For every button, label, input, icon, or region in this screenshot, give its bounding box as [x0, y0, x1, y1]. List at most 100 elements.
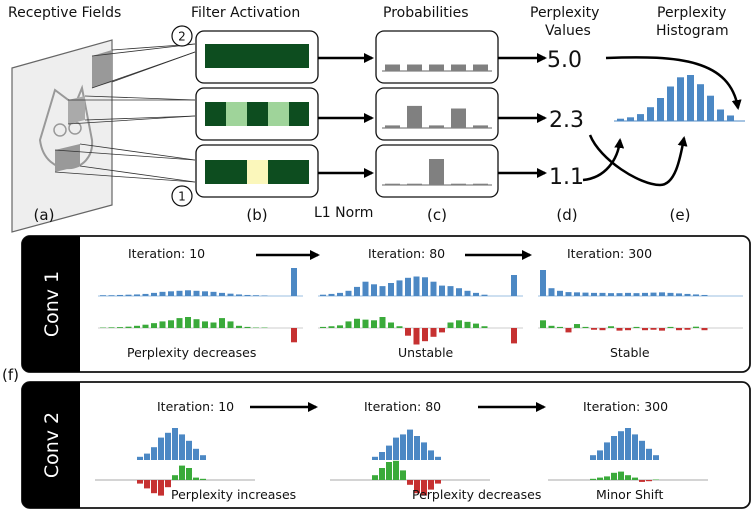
conv2-caption-3: Minor Shift — [596, 487, 663, 502]
conv2-blue-bar — [186, 440, 192, 460]
hist-bar — [717, 109, 724, 121]
conv1-green-bar — [388, 322, 394, 328]
conv1-green-bar — [125, 326, 132, 328]
conv1-blue-bar — [422, 277, 428, 296]
prob-bar — [407, 183, 422, 185]
conv2-green-bar — [372, 475, 378, 480]
conv1-blue-bar — [328, 293, 335, 296]
conv2-caption-2: Perplexity decreases — [412, 487, 541, 502]
conv1-red-bar — [565, 328, 572, 333]
conv2-green-bar — [604, 476, 610, 480]
conv1-blue-bar — [125, 294, 132, 296]
conv1-histograms — [98, 268, 743, 345]
prob-bar — [407, 64, 422, 71]
conv1-blue-bar — [659, 292, 665, 296]
conv1-blue-bar — [337, 292, 343, 296]
prob-bar — [385, 64, 400, 71]
conv1-blue-bar — [693, 294, 699, 296]
conv2-green-bar — [625, 475, 631, 480]
conv1-blue-bar — [253, 295, 259, 296]
header-perplexity-values-2: Values — [545, 23, 591, 39]
conv2-blue-bar — [407, 429, 413, 460]
conv2-green-bar — [590, 478, 596, 480]
conv2-blue-bar — [200, 455, 206, 460]
conv2-iteration-10: Iteration: 10 — [157, 399, 234, 414]
hist-bar — [697, 84, 704, 121]
conv1-blue-bar — [261, 295, 268, 296]
conv1-blue-bar — [557, 290, 563, 296]
conv1-blue-bar — [608, 293, 614, 296]
conv1-blue-bar — [320, 294, 326, 296]
conv1-blue-bar — [701, 294, 708, 296]
conv1-caption-2: Unstable — [398, 345, 454, 360]
conv1-green-bar — [481, 326, 488, 328]
hist-bar — [617, 118, 624, 121]
conv2-green-bar — [386, 462, 392, 480]
conv1-green-bar — [142, 324, 149, 328]
conv1-green-bar — [473, 323, 479, 328]
conv1-iteration-80: Iteration: 80 — [368, 246, 445, 261]
header-receptive-fields: Receptive Fields — [8, 5, 121, 21]
hist-bar — [677, 77, 684, 121]
panel-label-e: (e) — [670, 206, 691, 224]
conv1-green-bar — [117, 327, 123, 328]
conv1-blue-bar — [473, 292, 479, 296]
panel-label-b: (b) — [246, 206, 267, 224]
hist-bar — [667, 86, 674, 121]
conv1-green-bar — [151, 323, 157, 328]
conv1-blue-bar — [565, 292, 572, 296]
conv2-green-bar — [393, 460, 399, 480]
conv1-red-bar — [701, 328, 708, 331]
hist-bar — [647, 107, 654, 121]
perplexity-value-5: 5.0 — [547, 48, 582, 73]
prob-bar — [385, 125, 400, 128]
conv2-red-bar — [165, 480, 171, 488]
conv2-blue-bar — [597, 450, 603, 460]
conv2-blue-bar — [379, 452, 385, 460]
conv1-red-bar — [591, 328, 597, 330]
conv2-blue-bar — [400, 434, 406, 460]
conv2-green-bar — [200, 478, 206, 480]
conv1-green-bar — [185, 317, 191, 328]
arrow-value11-to-hist — [582, 138, 625, 182]
conv1-blue-bar — [388, 283, 394, 296]
conv1-spike-blue — [291, 268, 297, 296]
conv1-green-bar — [354, 318, 360, 328]
conv2-blue-bar — [144, 453, 150, 460]
conv1-blue-bar — [134, 294, 140, 296]
conv1-green-bar — [193, 319, 200, 328]
conv1-side-label: Conv 1 — [41, 271, 63, 337]
conv1-blue-bar — [582, 292, 589, 296]
conv1-blue-bar — [142, 293, 149, 296]
conv2-blue-bar — [421, 442, 427, 460]
conv2-red-bar — [151, 480, 157, 494]
conv1-green-bar — [328, 326, 335, 328]
conv1-red-bar — [676, 328, 682, 331]
panel-label-a: (a) — [34, 206, 55, 224]
conv1-blue-bar — [481, 294, 488, 296]
conv2-caption-1: Perplexity increases — [171, 487, 296, 502]
conv1-blue-bar — [676, 293, 682, 296]
prob-bar — [451, 64, 466, 71]
conv1-green-bar — [548, 325, 555, 328]
conv1-blue-bar — [219, 292, 225, 296]
conv2-blue-bar — [604, 442, 610, 460]
prob-bar — [473, 183, 488, 185]
conv2-blue-bar — [172, 428, 178, 460]
conv1-spike-blue — [511, 275, 517, 296]
conv1-red-bar — [616, 328, 623, 331]
conv1-spike-red — [291, 328, 297, 343]
conv2-blue-bar — [646, 448, 652, 460]
conv2-blue-bar — [625, 428, 631, 460]
prob-bar — [473, 125, 488, 128]
header-probabilities: Probabilities — [383, 5, 469, 21]
conv1-blue-bar — [396, 280, 403, 296]
conv2-green-bar — [179, 465, 185, 480]
conv1-green-bar — [693, 326, 699, 328]
panel-label-f: (f) — [2, 366, 19, 384]
conv1-green-bar — [608, 326, 614, 328]
conv1-blue-bar — [354, 286, 360, 296]
conv2-green-bar — [618, 471, 624, 480]
conv2-blue-bar — [435, 456, 441, 460]
